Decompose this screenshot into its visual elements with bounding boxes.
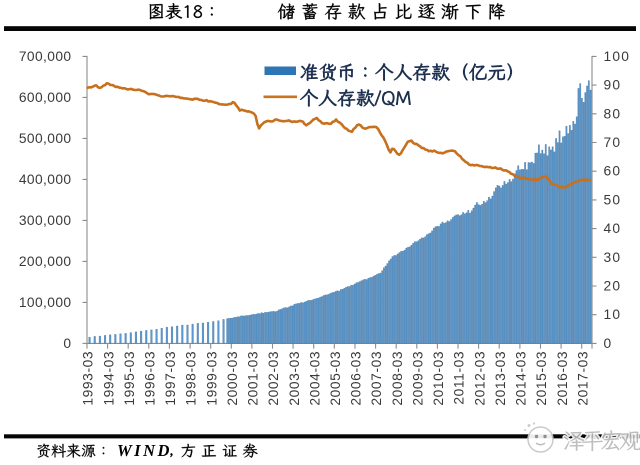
svg-text:200,000: 200,000	[19, 254, 72, 269]
svg-text:2008-03: 2008-03	[390, 351, 405, 406]
svg-text:2001-03: 2001-03	[246, 351, 261, 406]
svg-text:0: 0	[604, 336, 613, 351]
svg-text:0: 0	[63, 336, 71, 351]
svg-text:600,000: 600,000	[19, 90, 72, 105]
svg-text:50: 50	[604, 192, 622, 207]
svg-text:WIND: WIND	[117, 441, 172, 460]
svg-text:80: 80	[604, 106, 622, 121]
svg-text:10: 10	[604, 307, 622, 322]
svg-text:90: 90	[604, 78, 622, 93]
svg-text:1996-03: 1996-03	[143, 351, 158, 406]
svg-text:2011-03: 2011-03	[452, 351, 467, 405]
svg-text:30: 30	[604, 250, 622, 265]
svg-text:40: 40	[604, 221, 622, 236]
svg-text:400,000: 400,000	[19, 172, 72, 187]
svg-text:2000-03: 2000-03	[225, 351, 240, 406]
svg-text:70: 70	[604, 135, 622, 150]
svg-text:500,000: 500,000	[19, 131, 72, 146]
svg-text:2002-03: 2002-03	[266, 351, 281, 406]
svg-text:700,000: 700,000	[19, 49, 72, 64]
svg-text:2013-03: 2013-03	[493, 351, 508, 406]
svg-text:2016-03: 2016-03	[555, 351, 570, 406]
svg-text:2014-03: 2014-03	[514, 351, 529, 406]
svg-text:2017-03: 2017-03	[575, 351, 590, 406]
svg-text:1999-03: 1999-03	[204, 351, 219, 406]
svg-text:2004-03: 2004-03	[307, 351, 322, 406]
svg-text:1993-03: 1993-03	[81, 351, 96, 406]
svg-text:100: 100	[604, 49, 631, 64]
svg-text:300,000: 300,000	[19, 213, 72, 228]
svg-text:1997-03: 1997-03	[163, 351, 178, 406]
svg-text:2003-03: 2003-03	[287, 351, 302, 406]
svg-text:100,000: 100,000	[19, 295, 72, 310]
svg-text:2015-03: 2015-03	[534, 351, 549, 406]
svg-text:1995-03: 1995-03	[122, 351, 137, 406]
svg-text:2010-03: 2010-03	[431, 351, 446, 406]
svg-text:2005-03: 2005-03	[328, 351, 343, 406]
svg-text:60: 60	[604, 164, 622, 179]
svg-text:2006-03: 2006-03	[349, 351, 364, 406]
svg-text:1994-03: 1994-03	[101, 351, 116, 406]
svg-text:20: 20	[604, 279, 622, 294]
svg-text:2007-03: 2007-03	[369, 351, 384, 406]
svg-text:1998-03: 1998-03	[184, 351, 199, 406]
svg-text:2009-03: 2009-03	[411, 351, 426, 406]
svg-text:2012-03: 2012-03	[472, 351, 487, 406]
